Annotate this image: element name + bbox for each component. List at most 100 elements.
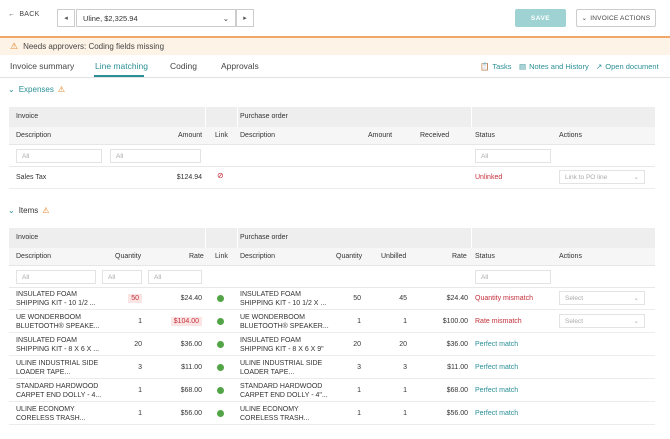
save-button[interactable]: SAVE [515, 9, 566, 27]
item-quantity: 20 [134, 341, 142, 348]
group-po-label: Purchase order [240, 234, 288, 241]
description-filter[interactable]: All [16, 270, 96, 284]
quantity-filter[interactable]: All [102, 270, 142, 284]
po-quantity: 1 [357, 410, 361, 417]
row-description: Sales Tax [16, 174, 47, 181]
notes-history-link[interactable]: ▤ Notes and History [519, 62, 589, 71]
item-status: Quantity mismatch [475, 295, 533, 302]
table-row: INSULATED FOAM SHIPPING KIT - 8 X 6 X ...… [9, 333, 655, 356]
item-description-line1: UE WONDERBOOM [16, 314, 81, 321]
previous-invoice-button[interactable]: ◂ [57, 9, 75, 27]
col-po-quantity: Quantity [336, 253, 363, 260]
back-button[interactable]: ← BACK [8, 11, 40, 18]
table-row: UE WONDERBOOM BLUETOOTH® SPEAKE... 1 $104.0… [9, 310, 655, 333]
po-rate: $11.00 [447, 364, 468, 371]
group-separator [471, 107, 472, 127]
table-row: Sales Tax $124.94 ⊘ Unlinked Link to PO … [9, 167, 655, 189]
item-status: Perfect match [475, 387, 519, 394]
po-quantity: 1 [357, 387, 361, 394]
linked-icon[interactable] [217, 295, 224, 302]
expenses-filter-row: All All All [9, 145, 655, 167]
invoice-selector[interactable]: Uline, $2,325.94 ⌄ [76, 9, 236, 27]
linked-icon[interactable] [217, 318, 224, 325]
next-invoice-button[interactable]: ▸ [236, 9, 254, 27]
notes-history-label: Notes and History [529, 62, 589, 71]
tab-line-matching[interactable]: Line matching [95, 61, 148, 71]
invoice-selector-value: Uline, $2,325.94 [83, 13, 138, 23]
description-filter[interactable]: All [16, 149, 102, 163]
tab-invoice-summary[interactable]: Invoice summary [10, 61, 75, 71]
back-label: BACK [19, 11, 40, 18]
po-description-line1: STANDARD HARDWOOD [240, 383, 323, 390]
expenses-group-header: Invoice Purchase order [9, 107, 655, 127]
top-bar: ← BACK ◂ Uline, $2,325.94 ⌄ ▸ SAVE ⌄ INV… [0, 0, 670, 36]
table-row: INSULATED FOAM SHIPPING KIT - 10 1/2 ... 5… [9, 287, 655, 310]
group-separator [205, 228, 206, 248]
col-unbilled: Unbilled [381, 253, 407, 260]
chevron-down-icon: ⌄ [581, 15, 588, 22]
table-row: STANDARD HARDWOOD CARPET END DOLLY - 4...… [9, 379, 655, 402]
item-status: Perfect match [475, 364, 519, 371]
linked-icon[interactable] [217, 387, 224, 394]
item-description-line2: BLUETOOTH® SPEAKE... [16, 323, 100, 330]
col-description: Description [16, 132, 52, 139]
status-filter[interactable]: All [475, 270, 551, 284]
col-po-rate: Rate [452, 253, 467, 260]
col-received: Received [420, 132, 450, 139]
item-quantity: 1 [138, 318, 142, 325]
amount-filter[interactable]: All [110, 149, 201, 163]
col-po-description: Description [240, 253, 276, 260]
col-link: Link [215, 132, 228, 139]
chevron-down-icon: ⌄ [633, 318, 639, 325]
items-section-header[interactable]: ⌄ Items ⚠ [8, 206, 49, 215]
tasks-link[interactable]: 📋 Tasks [480, 62, 512, 71]
po-description-line1: UE WONDERBOOM [240, 314, 305, 321]
po-quantity: 3 [357, 364, 361, 371]
item-rate: $36.00 [180, 341, 202, 348]
warning-icon: ⚠ [10, 41, 19, 51]
chevron-left-icon: ◂ [64, 15, 68, 22]
item-description-line1: ULINE INDUSTRIAL SIDE [16, 360, 99, 367]
group-separator [471, 228, 472, 248]
linked-icon[interactable] [217, 341, 224, 348]
tasks-label: Tasks [492, 62, 512, 71]
link-to-po-label: Link to PO line [565, 173, 608, 181]
po-description-line1: INSULATED FOAM [240, 337, 301, 344]
po-quantity: 1 [357, 318, 361, 325]
item-description-line2: LOADER TAPE... [16, 369, 71, 376]
group-po-label: Purchase order [240, 113, 288, 120]
group-separator [237, 228, 238, 248]
unlinked-icon[interactable]: ⊘ [217, 171, 224, 180]
tab-approvals[interactable]: Approvals [221, 61, 259, 71]
items-title: Items [18, 206, 39, 215]
needs-approvers-alert: ⚠ Needs approvers: Coding fields missing [0, 36, 670, 55]
action-select[interactable]: Select ⌄ [559, 291, 645, 305]
chevron-down-icon: ⌄ [8, 85, 15, 94]
group-separator [205, 107, 206, 127]
col-link: Link [215, 253, 228, 260]
rate-filter[interactable]: All [148, 270, 202, 284]
open-document-link[interactable]: ↗ Open document [596, 62, 659, 71]
expenses-section-header[interactable]: ⌄ Expenses ⚠ [8, 85, 65, 94]
item-rate: $11.00 [181, 364, 202, 371]
po-rate: $68.00 [446, 387, 468, 394]
linked-icon[interactable] [217, 410, 224, 417]
po-description-line2: SHIPPING KIT - 10 1/2 X ... [240, 300, 327, 307]
item-description-line2: SHIPPING KIT - 8 X 6 X ... [16, 346, 100, 353]
linked-icon[interactable] [217, 364, 224, 371]
chevron-down-icon: ⌄ [8, 206, 15, 215]
po-rate: $24.40 [446, 295, 468, 302]
po-description-line2: SHIPPING KIT - 8 X 6 X 9" [240, 346, 324, 353]
invoice-actions-button[interactable]: ⌄ INVOICE ACTIONS [576, 9, 656, 27]
po-description-line2: LOADER TAPE... [240, 369, 295, 376]
link-to-po-select[interactable]: Link to PO line ⌄ [559, 170, 645, 184]
notes-icon: ▤ [519, 62, 527, 71]
item-quantity: 50 [128, 294, 142, 303]
open-document-label: Open document [605, 62, 659, 71]
status-filter[interactable]: All [475, 149, 551, 163]
tab-coding[interactable]: Coding [170, 61, 197, 71]
action-select[interactable]: Select ⌄ [559, 314, 645, 328]
po-description-line1: ULINE ECONOMY [240, 406, 299, 413]
expenses-title: Expenses [18, 85, 54, 94]
item-description-line1: INSULATED FOAM [16, 337, 77, 344]
